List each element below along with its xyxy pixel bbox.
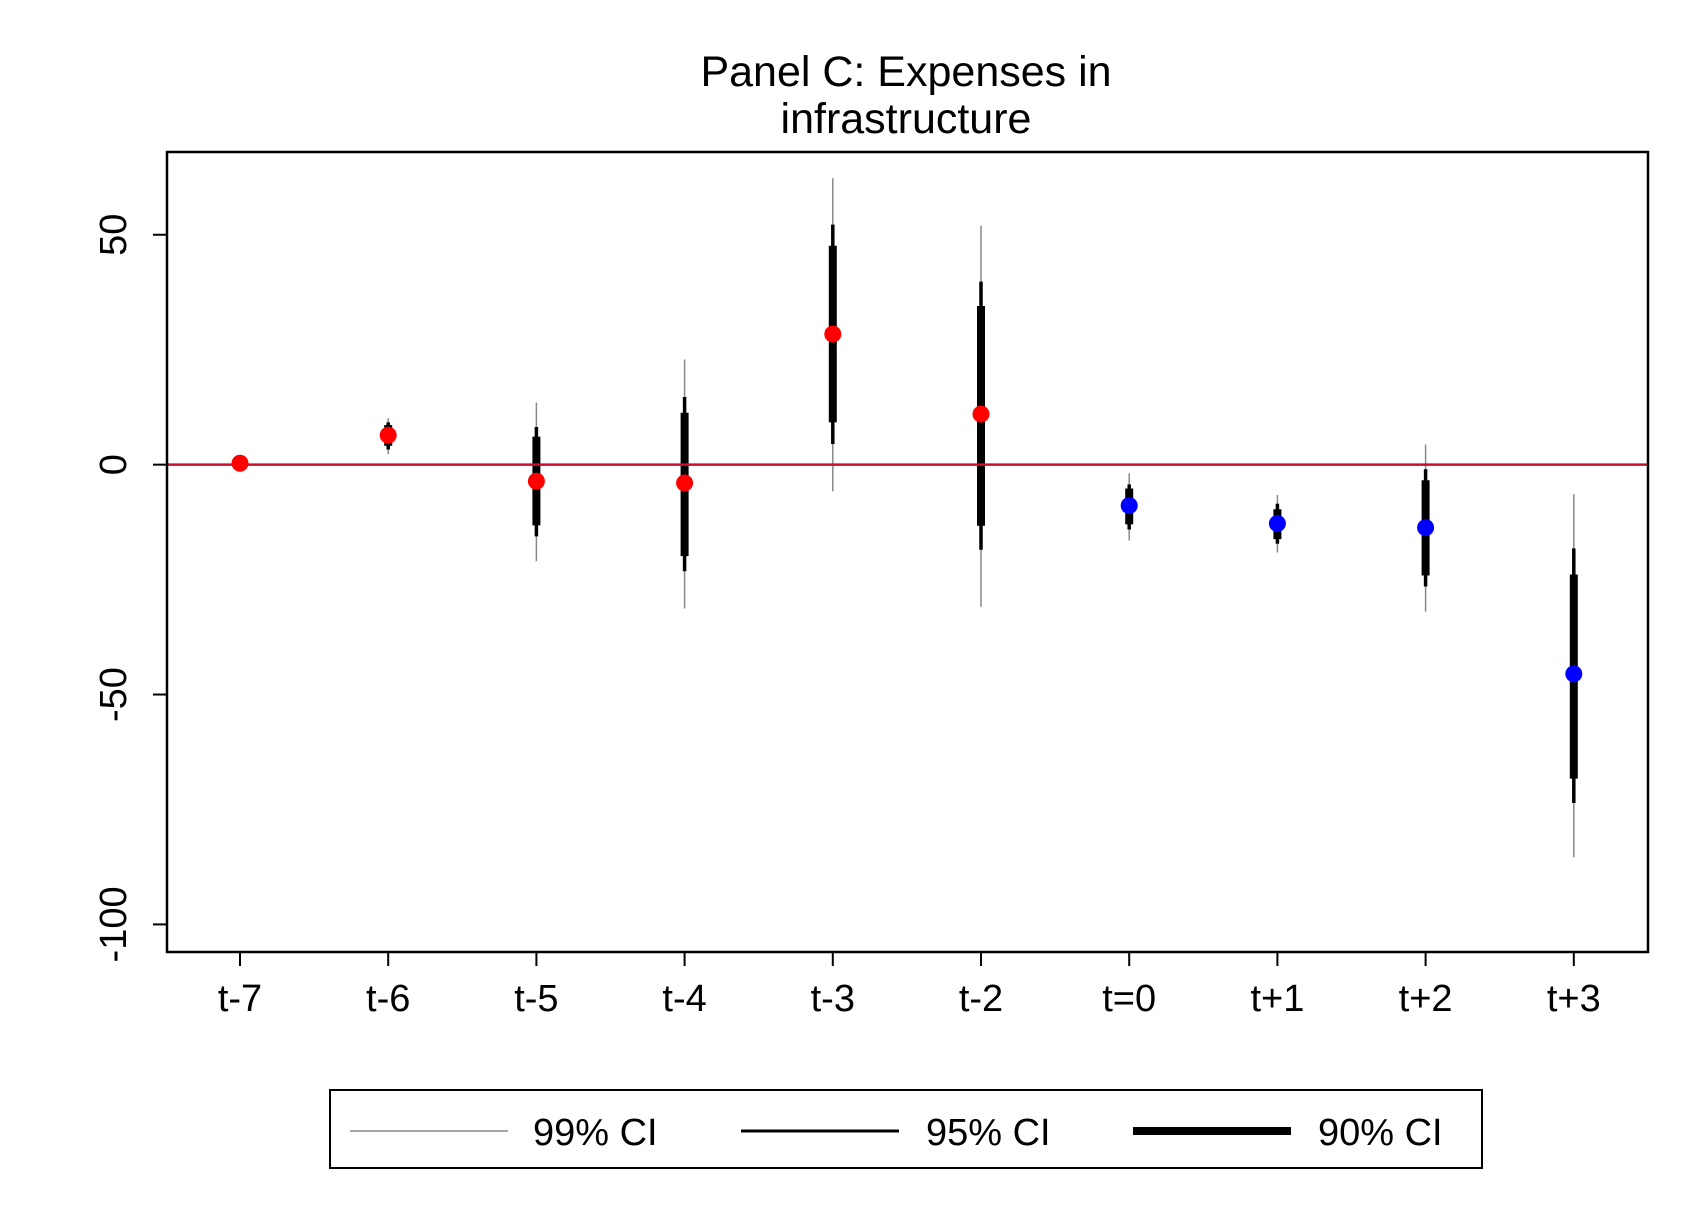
legend-frame xyxy=(329,1089,1483,1169)
x-axis: t-7 t-6 t-5 t-4 t-3 t-2 t=0 t+1 t+2 t+3 xyxy=(218,952,1601,1020)
plot-marks xyxy=(167,178,1648,858)
x-tick-label: t=0 xyxy=(1102,978,1156,1020)
point-estimate-tminus2 xyxy=(972,405,990,423)
y-tick-label: 50 xyxy=(93,214,135,256)
x-tick-label: t-6 xyxy=(366,978,410,1020)
point-estimate-tplus1 xyxy=(1268,514,1286,532)
chart-title-line-1: Panel C: Expenses in xyxy=(700,48,1111,96)
legend-label-95-ci: 95% CI xyxy=(926,1112,1051,1154)
x-tick-label: t+3 xyxy=(1547,978,1601,1020)
point-estimate-tminus4 xyxy=(676,474,694,492)
y-tick-label: -50 xyxy=(93,667,135,722)
y-tick-label: -100 xyxy=(93,886,135,962)
point-estimate-tminus7 xyxy=(231,454,249,472)
legend-label-99-ci: 99% CI xyxy=(533,1112,658,1154)
x-tick-label: t+1 xyxy=(1250,978,1304,1020)
x-tick-label: t+2 xyxy=(1399,978,1453,1020)
legend: 99% CI 95% CI 90% CI xyxy=(329,1089,1483,1169)
point-estimate-tminus3 xyxy=(824,325,842,343)
point-estimate-tminus6 xyxy=(379,426,397,444)
x-tick-label: t-3 xyxy=(811,978,855,1020)
x-tick-label: t-2 xyxy=(959,978,1003,1020)
y-tick-label: 0 xyxy=(93,454,135,475)
point-estimate-tplus3 xyxy=(1565,665,1583,683)
point-estimate-tminus5 xyxy=(527,472,545,490)
x-tick-label: t-4 xyxy=(662,978,706,1020)
x-tick-label: t-5 xyxy=(514,978,558,1020)
point-estimate-teq0 xyxy=(1120,497,1138,515)
plot-frame xyxy=(165,150,1650,954)
x-tick-label: t-7 xyxy=(218,978,262,1020)
point-estimate-tplus2 xyxy=(1417,519,1435,537)
y-axis: 50 0 -50 -100 xyxy=(93,214,167,962)
legend-label-90-ci: 90% CI xyxy=(1318,1112,1443,1154)
chart-title-line-2: infrastructure xyxy=(781,95,1032,143)
